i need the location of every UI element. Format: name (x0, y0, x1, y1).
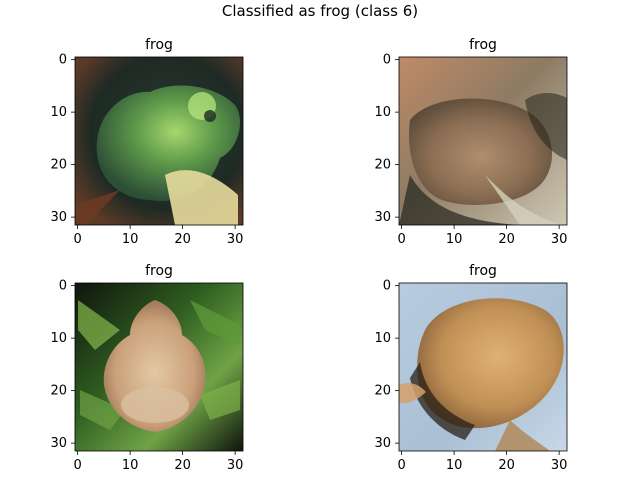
subplot-1-xtick-label: 20 (174, 232, 191, 247)
subplot-2-xtick-label: 10 (446, 232, 463, 247)
subplot-1-xtick-label: 0 (73, 232, 81, 247)
subplot-1-image (75, 57, 243, 225)
subplot-2-image (399, 57, 567, 225)
subplot-3-title: frog (145, 263, 173, 279)
subplot-2-xtick-label: 0 (397, 232, 405, 247)
subplot-1-ytick-label: 0 (59, 53, 67, 68)
subplot-4-ytick-label: 20 (374, 384, 391, 399)
subplot-2-xtick-label: 30 (551, 232, 568, 247)
subplot-4-ytick-label: 30 (374, 436, 391, 451)
subplot-2-ytick-label: 30 (374, 210, 391, 225)
subplot-3-ytick-label: 30 (50, 436, 67, 451)
subplot-1-xtick-label: 10 (122, 232, 139, 247)
subplot-2-ytick-label: 20 (374, 158, 391, 173)
subplot-3-xtick-label: 30 (227, 458, 244, 473)
subplot-4-xtick-label: 10 (446, 458, 463, 473)
axes-layer: frog 0 10 20 30 0 10 20 30 frog 0 10 20 30 0 10 20 30 frog… (50, 37, 567, 473)
subplot-4-ytick-label: 0 (383, 279, 391, 294)
figure-suptitle: Classified as frog (class 6) (221, 2, 419, 20)
subplot-3-xtick-label: 0 (73, 458, 81, 473)
subplot-1-xtick-label: 30 (227, 232, 244, 247)
subplot-1-title: frog (145, 37, 173, 53)
subplot-3-ytick-label: 0 (59, 279, 67, 294)
subplot-1-ytick-label: 30 (50, 210, 67, 225)
subplot-3-image (75, 283, 243, 451)
subplot-4-frame (398, 282, 568, 452)
subplot-4-title: frog (469, 263, 497, 279)
subplot-2-xtick-label: 20 (498, 232, 515, 247)
subplot-1-ytick-label: 10 (50, 105, 67, 120)
subplot-3-xtick-label: 10 (122, 458, 139, 473)
subplot-4-xtick-label: 20 (498, 458, 515, 473)
subplot-3-ytick-label: 20 (50, 384, 67, 399)
subplot-1-ytick-label: 20 (50, 158, 67, 173)
subplot-2-ytick-label: 10 (374, 105, 391, 120)
subplot-1-frame (74, 56, 244, 226)
subplot-3-frame (74, 282, 244, 452)
subplot-3-xtick-label: 20 (174, 458, 191, 473)
subplot-4-xtick-label: 30 (551, 458, 568, 473)
subplot-2-title: frog (469, 37, 497, 53)
subplot-2-ytick-label: 0 (383, 53, 391, 68)
subplot-4-image (399, 283, 567, 451)
subplot-4-xtick-label: 0 (397, 458, 405, 473)
subplot-3-ytick-label: 10 (50, 331, 67, 346)
subplot-2-frame (398, 56, 568, 226)
subplot-4-ytick-label: 10 (374, 331, 391, 346)
